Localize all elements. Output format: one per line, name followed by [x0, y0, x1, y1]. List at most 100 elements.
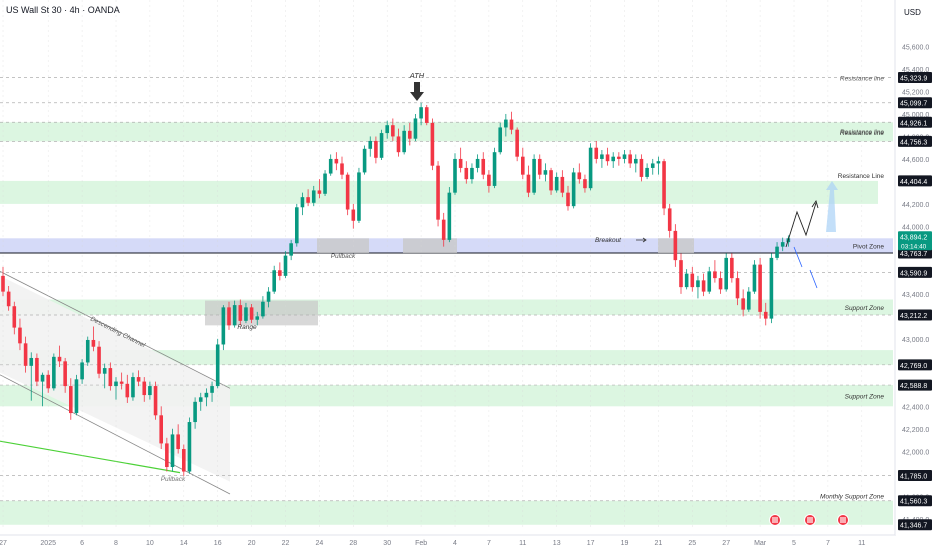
us-flag-icon-detail — [807, 517, 813, 523]
ath-arrow-icon — [410, 82, 424, 101]
candle-body — [707, 271, 712, 292]
time-tick-label: Feb — [415, 540, 427, 547]
currency-label[interactable]: USD — [904, 8, 921, 17]
candle-body — [521, 156, 525, 175]
candle-body — [645, 167, 649, 177]
price-label-text: 43,763.7 — [900, 251, 927, 258]
price-label-box — [898, 135, 932, 147]
candle-body — [735, 278, 740, 299]
candle-body — [170, 434, 175, 468]
price-label-text: 44,756.3 — [900, 139, 927, 146]
time-tick-label: 6 — [80, 540, 84, 547]
time-tick-label: 17 — [587, 540, 595, 547]
time-tick-label: 22 — [282, 540, 290, 547]
time-tick-label: 5 — [792, 540, 796, 547]
candle-body — [295, 207, 299, 244]
price-label-text: 41,346.7 — [900, 523, 927, 530]
zone-label: Resistance line — [840, 130, 884, 137]
candle-body — [650, 163, 655, 168]
candle-body — [656, 161, 661, 164]
price-tick-label: 44,600.0 — [902, 157, 929, 164]
candle-body — [379, 133, 384, 158]
price-label-box — [898, 469, 932, 481]
candle-body — [430, 122, 435, 166]
price-label-text: 43,212.2 — [900, 313, 927, 320]
candle-body — [453, 158, 457, 193]
candle-body — [176, 434, 180, 450]
chart-title: US Wall St 30 · 4h · OANDA — [6, 5, 120, 15]
candle-body — [667, 208, 672, 231]
candle-body — [447, 192, 452, 240]
price-label-box — [898, 309, 932, 321]
candle-body — [1, 275, 5, 292]
price-axis[interactable]: 45,600.045,400.045,200.045,000.044,800.0… — [894, 0, 932, 550]
candle-body — [40, 374, 45, 382]
candle-body — [758, 264, 762, 312]
candle-body — [690, 273, 695, 288]
time-tick-label: 11 — [519, 540, 526, 547]
time-tick-label: 2025 — [40, 540, 56, 547]
candle-body — [6, 291, 11, 307]
us-flag-icon-detail — [840, 517, 846, 523]
candle-body — [464, 167, 469, 180]
price-tick-label: 42,400.0 — [902, 404, 929, 411]
candle-body — [278, 270, 282, 276]
candle-body — [317, 190, 322, 194]
time-tick-label: 7 — [487, 540, 491, 547]
candle-body — [571, 172, 576, 207]
candle-body — [23, 343, 28, 366]
candle-body — [153, 386, 158, 416]
time-axis[interactable]: 27 2025 6 8 10 14 16 20 22 24 28 30 Feb 4 7 11 13 17 19 21 2… — [0, 534, 895, 550]
candle-body — [91, 339, 96, 347]
price-label-text: 41,560.3 — [900, 499, 927, 506]
candle-body — [560, 176, 565, 193]
green-trendline — [0, 440, 181, 474]
candle-body — [458, 158, 463, 168]
time-tick-label: 25 — [688, 540, 696, 547]
candle-body — [594, 147, 599, 159]
current-price-box — [898, 231, 932, 251]
price-label-box — [898, 519, 932, 531]
candle-body — [57, 356, 62, 362]
candle-body — [696, 280, 700, 288]
time-tick-label: 20 — [248, 540, 256, 547]
candle-body — [419, 107, 423, 119]
candle-body — [718, 278, 723, 290]
candle-body — [221, 307, 226, 345]
candle-body — [210, 386, 214, 393]
candle-body — [436, 165, 440, 220]
price-tick-label: 43,400.0 — [902, 292, 929, 299]
candle-body — [673, 230, 678, 261]
candle-body — [232, 305, 237, 326]
candle-body — [148, 386, 152, 396]
current-price-text: 43,894.2 — [900, 234, 927, 241]
time-tick-label: 10 — [146, 540, 154, 547]
candle-body — [763, 311, 768, 319]
price-tick-label: 42,200.0 — [902, 427, 929, 434]
countdown-text: 03:14:40 — [901, 243, 927, 250]
zone-label: Pivot Zone — [853, 244, 884, 251]
projection-bull-arrow-icon — [826, 181, 838, 232]
candle-body — [498, 127, 502, 153]
channel-lower — [0, 374, 231, 495]
candle-body — [300, 197, 305, 208]
candle-body — [249, 307, 254, 320]
time-axis-bg — [0, 535, 895, 550]
projection-down-path-1 — [793, 246, 803, 268]
candle-body — [261, 301, 265, 317]
zone-rect — [0, 500, 893, 525]
time-tick-label: 14 — [180, 540, 188, 547]
candle-body — [374, 140, 378, 158]
ath-label: ATH — [409, 71, 425, 80]
candle-body — [566, 192, 570, 207]
candle-body — [159, 415, 163, 444]
zone-label: Support Zone — [845, 394, 885, 401]
candle-body — [684, 273, 689, 288]
candle-body — [323, 173, 327, 194]
zone-label: Resistance Line — [838, 173, 885, 180]
zone-rect — [0, 350, 893, 365]
price-label-text: 44,404.4 — [900, 179, 927, 186]
candle-body — [769, 257, 774, 319]
candle-body — [351, 209, 356, 221]
